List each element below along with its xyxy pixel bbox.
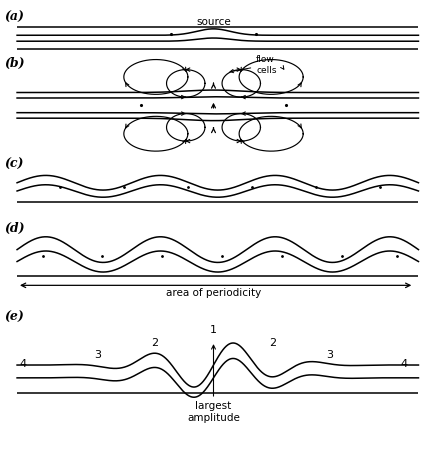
Text: 4: 4 [399, 359, 406, 369]
Text: 3: 3 [94, 349, 101, 360]
Text: (d): (d) [4, 222, 25, 235]
Text: 3: 3 [325, 349, 332, 360]
Text: area of periodicity: area of periodicity [165, 288, 261, 298]
Text: 2: 2 [268, 338, 275, 348]
Text: 4: 4 [20, 359, 27, 369]
Text: 1: 1 [210, 325, 216, 335]
Text: (a): (a) [4, 11, 24, 24]
Text: 2: 2 [151, 338, 158, 348]
Text: source: source [196, 16, 230, 27]
Text: (e): (e) [4, 311, 24, 324]
Text: largest
amplitude: largest amplitude [187, 401, 239, 423]
Text: (b): (b) [4, 57, 25, 70]
Text: (c): (c) [4, 158, 23, 171]
Text: flow
cells: flow cells [230, 55, 276, 75]
